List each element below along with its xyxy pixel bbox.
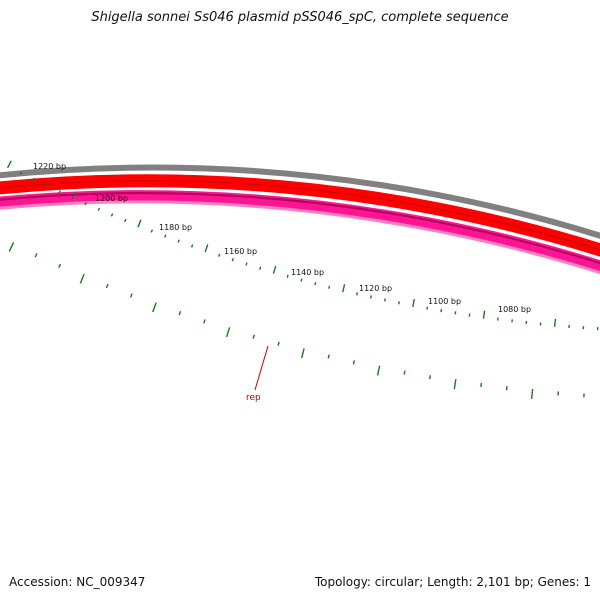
inner-minor-tick (129, 293, 133, 298)
outer-minor-tick (45, 183, 48, 188)
outer-minor-tick (32, 177, 36, 182)
outer-minor-tick (177, 239, 180, 243)
outer-minor-tick (356, 292, 359, 296)
inner-minor-tick (203, 319, 206, 324)
outer-major-tick (204, 244, 209, 253)
tick-label-1200: 1200 bp (95, 194, 128, 203)
tick-label-1160: 1160 bp (224, 247, 257, 256)
tick-label-1100: 1100 bp (428, 297, 461, 306)
rep-gene-arc-highlight (0, 200, 600, 275)
gene-label-leader (254, 345, 269, 391)
map-title: Shigella sonnei Ss046 plasmid pSS046_spC… (91, 10, 509, 25)
outer-minor-tick (398, 301, 401, 305)
outer-minor-tick (164, 234, 167, 238)
rep-gene-arc-edge (0, 192, 600, 265)
inner-major-tick (152, 302, 157, 313)
track-layer (0, 164, 600, 275)
inner-minor-tick (105, 283, 109, 289)
outer-major-tick (342, 284, 346, 293)
inner-major-tick (376, 365, 381, 376)
outer-major-tick (412, 299, 415, 308)
outer-major-tick (6, 160, 12, 169)
inner-major-tick (530, 388, 534, 400)
outer-minor-tick (84, 201, 87, 206)
outer-minor-tick (124, 218, 127, 223)
outer-minor-tick (369, 295, 372, 299)
inner-major-tick (300, 348, 305, 359)
inner-minor-tick (34, 253, 38, 258)
gene-label-rep: rep (246, 393, 261, 403)
inner-minor-tick (252, 334, 255, 339)
tick-layer (6, 160, 599, 400)
outer-minor-tick (440, 309, 443, 313)
outer-minor-tick (314, 282, 317, 286)
outer-minor-tick (110, 213, 114, 217)
tick-label-1120: 1120 bp (359, 284, 392, 293)
outer-minor-tick (97, 207, 101, 212)
outer-major-tick (553, 318, 557, 327)
inner-major-tick (453, 379, 457, 390)
outer-minor-tick (384, 298, 386, 302)
rep-gene-arc (0, 190, 600, 274)
inner-major-tick (8, 242, 15, 252)
outer-minor-tick (231, 258, 234, 262)
inner-minor-tick (352, 360, 356, 365)
outer-major-tick (137, 219, 142, 228)
inner-minor-tick (480, 382, 483, 388)
tick-label-1180: 1180 bp (159, 223, 192, 232)
outer-minor-tick (218, 253, 221, 257)
inner-minor-tick (403, 370, 406, 375)
backbone-track (0, 164, 600, 239)
outer-minor-tick (259, 266, 262, 270)
inner-minor-tick (58, 263, 62, 268)
outer-minor-tick (190, 244, 194, 248)
inner-minor-tick (277, 341, 280, 346)
accession-text: Accession: NC_009347 (9, 575, 146, 589)
forward-strand-edge (0, 180, 600, 251)
outer-minor-tick (286, 274, 289, 278)
tick-label-1080: 1080 bp (498, 305, 531, 314)
outer-minor-tick (58, 190, 61, 194)
outer-major-tick (482, 310, 486, 319)
outer-major-tick (272, 265, 277, 274)
outer-minor-tick (426, 306, 429, 310)
outer-minor-tick (300, 278, 303, 282)
label-layer: 1220 bp 1200 bp 1180 bp 1160 bp 1140 bp … (33, 162, 531, 403)
outer-minor-tick (150, 229, 154, 233)
inner-minor-tick (327, 354, 330, 359)
tick-label-1220: 1220 bp (33, 162, 66, 171)
inner-minor-tick (178, 311, 182, 316)
inner-minor-tick (428, 375, 432, 380)
outer-minor-tick (245, 262, 248, 266)
outer-major-tick (71, 191, 76, 200)
outer-minor-tick (328, 285, 331, 289)
tick-label-1140: 1140 bp (291, 268, 324, 277)
inner-major-tick (79, 274, 85, 284)
outer-minor-tick (19, 171, 23, 175)
summary-text: Topology: circular; Length: 2,101 bp; Ge… (314, 575, 591, 589)
inner-major-tick (225, 327, 231, 338)
